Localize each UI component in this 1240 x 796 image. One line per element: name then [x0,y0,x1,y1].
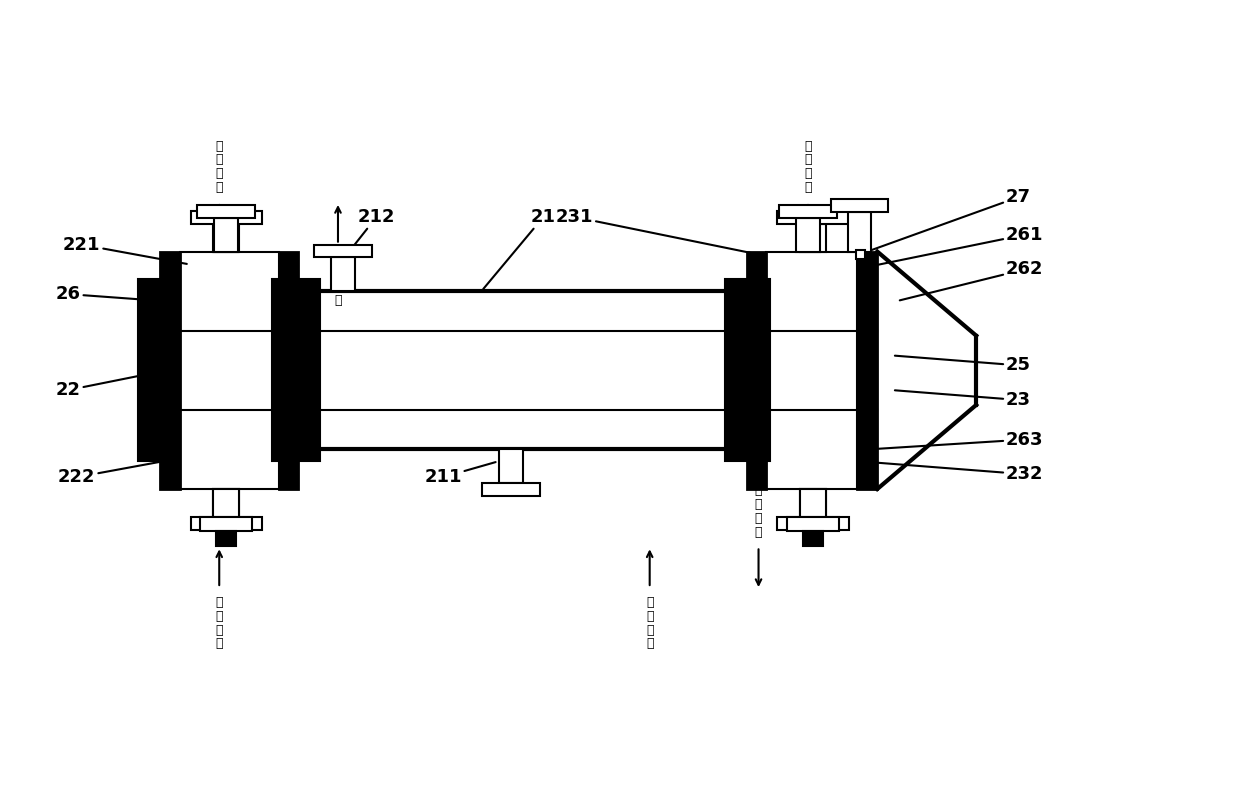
Text: 221: 221 [63,236,187,264]
Bar [215,218,238,252]
Text: 26: 26 [56,285,160,303]
Text: 口: 口 [755,484,763,497]
Text: 21: 21 [484,208,556,289]
Bar [331,257,355,291]
Bar [482,483,539,496]
Text: 出: 出 [216,623,223,637]
Text: 进: 进 [755,498,763,511]
Text: 媒: 媒 [216,167,223,181]
Bar [294,291,749,450]
Text: 热: 热 [755,525,763,539]
Text: 媒: 媒 [216,610,223,622]
Bar [299,279,320,462]
Text: 热: 热 [646,596,653,609]
Text: 出: 出 [646,623,653,637]
Bar [201,517,252,531]
Bar [766,252,858,489]
Text: 22: 22 [56,371,164,399]
Bar [796,218,820,252]
Text: 口: 口 [335,294,342,307]
Text: 媒: 媒 [646,610,653,622]
Text: 口: 口 [646,638,653,650]
Text: 261: 261 [858,226,1043,269]
Bar [216,531,236,546]
Text: 媒: 媒 [755,512,763,525]
Bar [800,224,826,252]
Text: 进: 进 [216,154,223,166]
Bar [777,517,848,529]
Bar [804,531,823,546]
Text: 263: 263 [870,431,1043,449]
Text: 热: 热 [216,181,223,194]
Bar [800,489,826,517]
Text: 热: 热 [805,181,812,194]
Text: 25: 25 [895,356,1030,374]
Text: 媒: 媒 [335,267,342,279]
Bar [180,252,279,489]
Bar [848,212,872,252]
Bar [138,279,160,462]
Bar [314,244,372,257]
Bar [779,205,837,218]
Bar [725,279,746,462]
Text: 211: 211 [424,462,496,486]
Bar [746,252,766,489]
Bar [160,252,180,489]
Text: 媒: 媒 [805,167,812,181]
Bar [787,517,838,531]
Text: 212: 212 [345,208,396,257]
Bar [213,489,239,517]
Bar [213,489,239,517]
Bar [858,252,877,489]
Text: 222: 222 [58,462,160,486]
Text: 进: 进 [805,154,812,166]
Bar [777,211,848,224]
Text: 出: 出 [335,280,342,293]
Bar [197,205,255,218]
Bar [191,517,262,529]
Bar [213,224,239,252]
Bar [272,279,294,462]
Text: 23: 23 [895,390,1030,409]
Text: 231: 231 [556,208,766,256]
Bar [191,211,262,224]
Text: 口: 口 [805,139,812,153]
Text: 口: 口 [216,638,223,650]
Bar [856,250,866,259]
Bar [279,252,299,489]
Bar [500,450,523,483]
Text: 232: 232 [862,462,1043,483]
Text: 口: 口 [216,139,223,153]
Text: 热: 热 [335,252,342,266]
Bar [749,279,770,462]
Text: 热: 热 [216,596,223,609]
Bar [831,199,888,212]
Text: 27: 27 [870,188,1030,251]
Text: 262: 262 [900,260,1043,300]
Bar [800,489,826,517]
